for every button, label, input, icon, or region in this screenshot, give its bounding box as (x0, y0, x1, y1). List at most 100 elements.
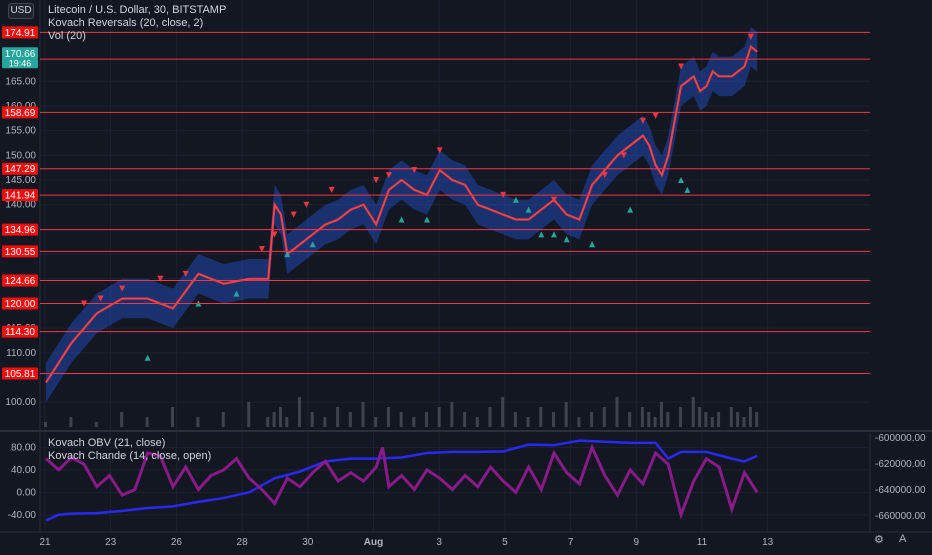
volume-bar (247, 402, 251, 427)
volume-bar (698, 407, 702, 427)
legend-symbol[interactable]: Litecoin / U.S. Dollar, 30, BITSTAMP (48, 4, 227, 16)
lower-tick-label: 40.00 (11, 465, 36, 476)
price-tick-label: 155.00 (5, 126, 36, 137)
volume-bar (272, 412, 276, 427)
volume-bar (501, 397, 505, 427)
obv-line (45, 439, 758, 522)
auto-scale-button[interactable]: A (899, 533, 907, 545)
volume-bar (196, 417, 200, 427)
reversal-down-marker (652, 112, 659, 119)
x-tick-label: 5 (502, 537, 508, 548)
volume-bar (710, 417, 714, 427)
volume-bar (323, 417, 327, 427)
level-label: 130.55 (5, 247, 36, 258)
x-tick-label: 11 (697, 537, 708, 548)
reversal-down-marker (639, 117, 646, 124)
volume-bar (691, 397, 695, 427)
x-tick-label: 26 (171, 537, 183, 548)
level-label-bg (2, 297, 38, 310)
level-label: 158.69 (5, 108, 36, 119)
reversal-up-marker (678, 177, 684, 184)
lower-tick-label: -40.00 (8, 510, 37, 521)
obv-tick-label: -640000.00 (875, 485, 926, 496)
reversal-down-marker (119, 285, 126, 292)
level-label: 114.30 (5, 327, 35, 338)
level-label-bg (2, 162, 38, 175)
price-tick-label: 110.00 (6, 348, 36, 359)
level-label-bg (2, 367, 38, 380)
x-tick-label: Aug (364, 537, 383, 548)
reversal-down-marker (551, 196, 557, 203)
reversal-down-marker (328, 186, 335, 193)
lower-tick-label: 0.00 (17, 487, 37, 498)
price-tick-label: 100.00 (5, 397, 36, 408)
x-tick-label: 28 (237, 537, 249, 548)
volume-bar (348, 412, 352, 427)
volume-bar (748, 407, 752, 427)
volume-bar (704, 412, 708, 427)
x-tick-label: 9 (634, 537, 640, 548)
volatility-band (46, 26, 758, 403)
volume-bar (590, 412, 594, 427)
volume-bar (463, 412, 467, 427)
reversal-up-marker (551, 231, 557, 238)
reversal-down-marker (385, 172, 392, 179)
currency-button[interactable]: USD (8, 3, 34, 19)
reversal-up-marker (538, 231, 545, 238)
reversal-up-marker (424, 216, 430, 223)
volume-bar (602, 407, 606, 427)
reversal-down-marker (373, 177, 380, 184)
volume-bar (386, 407, 390, 427)
x-tick-label: 3 (436, 537, 442, 548)
settings-gear-icon[interactable]: ⚙ (874, 534, 884, 546)
volume-bar (171, 407, 174, 427)
volume-bar (399, 412, 403, 427)
volume-bar (425, 412, 428, 427)
reversal-up-marker (563, 236, 570, 243)
volume-bar (755, 412, 759, 427)
obv-tick-label: -620000.00 (875, 459, 926, 470)
volume-bar (361, 402, 365, 427)
volume-bar (44, 422, 47, 427)
legend-reversals[interactable]: Kovach Reversals (20, close, 2) (48, 17, 204, 29)
lower-tick-label: 80.00 (11, 442, 36, 453)
volume-bar (298, 397, 301, 427)
volume-bar (628, 412, 632, 427)
reversal-down-marker (436, 147, 443, 154)
volume-bar (145, 417, 149, 427)
volume-bar (577, 417, 581, 427)
volume-bar (69, 417, 73, 427)
volume-bar (310, 412, 314, 427)
volume-bar (278, 407, 282, 427)
volume-bar (552, 412, 555, 427)
current-price-bg (2, 47, 38, 69)
reversal-up-marker (589, 241, 596, 248)
volume-bar (659, 402, 663, 427)
reversal-down-marker (157, 275, 164, 282)
legend-volume[interactable]: Vol (20) (48, 30, 86, 42)
legend-obv[interactable]: Kovach OBV (21, close) (48, 437, 166, 449)
x-tick-label: 13 (762, 537, 774, 548)
legend-chande[interactable]: Kovach Chande (14, close, open) (48, 450, 212, 462)
reversal-down-marker (303, 201, 310, 208)
level-label-bg (2, 189, 38, 202)
current-price-countdown: 19:46 (9, 58, 32, 68)
reversal-down-marker (271, 231, 278, 238)
reversal-down-marker (97, 295, 104, 302)
level-label-bg (2, 223, 38, 236)
volume-bar (437, 407, 441, 427)
obv-tick-label: -660000.00 (875, 511, 926, 522)
reversal-up-marker (525, 206, 532, 213)
reversal-down-marker (258, 246, 265, 253)
reversal-up-marker (627, 206, 634, 213)
volume-bar (615, 397, 619, 427)
reversal-down-marker (182, 270, 189, 277)
level-label: 147.29 (5, 164, 36, 175)
volume-bar (285, 417, 289, 427)
volume-bar (374, 417, 378, 427)
volume-bar (488, 407, 492, 427)
volume-bar (526, 417, 530, 427)
